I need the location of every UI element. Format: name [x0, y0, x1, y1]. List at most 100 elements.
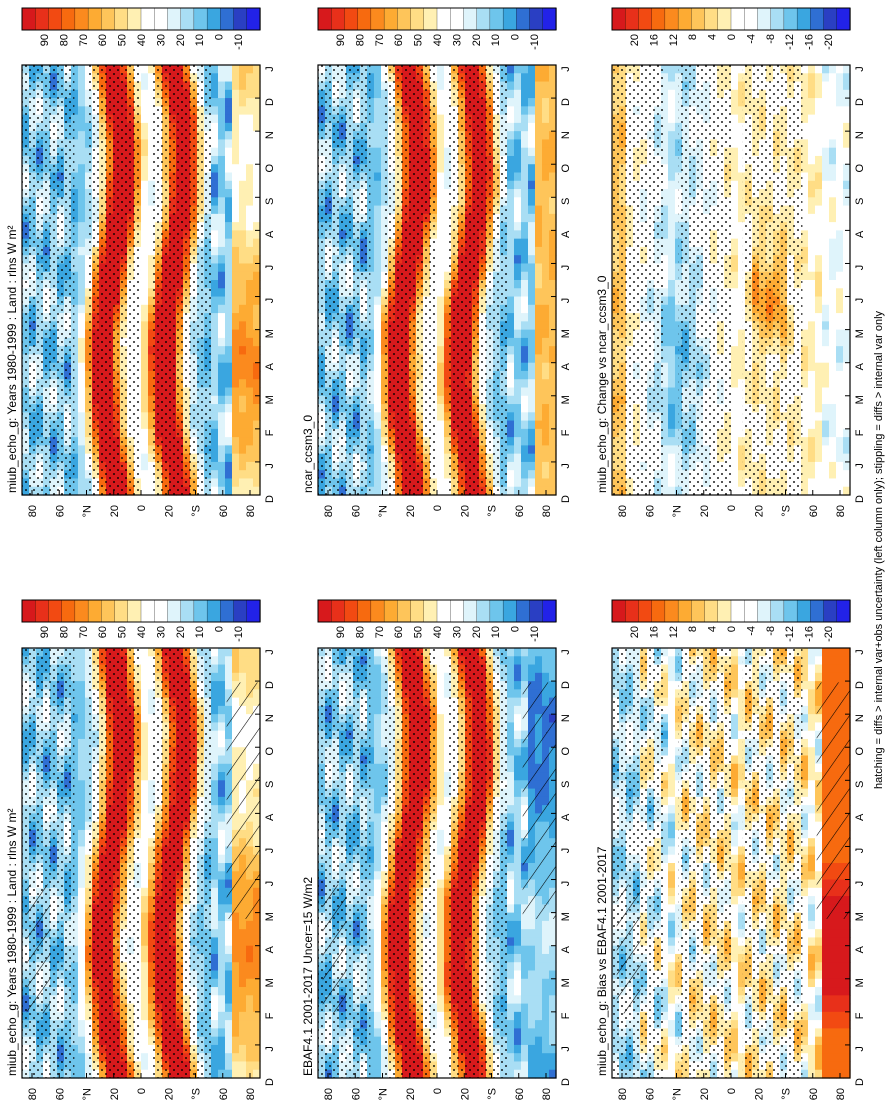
month-tick-label: M — [264, 978, 276, 987]
heatmap-cell — [78, 98, 86, 107]
heatmap-cell — [141, 106, 149, 115]
month-tick-label: J — [264, 265, 276, 271]
heatmap-cell — [78, 73, 86, 82]
heatmap-cell — [78, 346, 86, 355]
colorbar-label: 30 — [155, 34, 167, 46]
colorbar-label: 50 — [117, 626, 129, 638]
heatmap-cell — [246, 656, 254, 665]
heatmap-cell — [232, 388, 240, 397]
heatmap-cell — [225, 305, 233, 314]
heatmap-cell — [239, 247, 247, 256]
heatmap-cell — [246, 330, 254, 339]
heatmap-cell — [225, 98, 233, 107]
heatmap-cell — [225, 937, 233, 946]
heatmap-cell — [437, 772, 445, 781]
heatmap-cell — [374, 1070, 382, 1079]
heatmap-cell — [232, 197, 240, 206]
heatmap-cell — [78, 148, 86, 157]
heatmap-cell — [225, 272, 233, 281]
heatmap-cell — [239, 73, 247, 82]
heatmap-cell — [218, 139, 226, 148]
heatmap-cell — [141, 855, 149, 864]
heatmap-cell — [225, 1045, 233, 1054]
heatmap-cell — [141, 478, 149, 487]
heatmap-cell — [239, 987, 247, 996]
heatmap-cell — [141, 131, 149, 140]
colorbar-swatch — [128, 8, 142, 30]
heatmap-cell — [218, 396, 226, 405]
heatmap-cell — [246, 305, 254, 314]
colorbar-swatch — [35, 600, 49, 622]
heatmap-cell — [437, 797, 445, 806]
stippling-south-tropics — [153, 65, 213, 495]
heatmap-cell — [141, 487, 149, 496]
heatmap-cell — [374, 656, 382, 665]
heatmap-cell — [218, 921, 226, 930]
heatmap-cell — [141, 1061, 149, 1070]
heatmap-cell — [246, 90, 254, 99]
heatmap-cell — [232, 346, 240, 355]
heatmap-cell — [141, 913, 149, 922]
heatmap-cell — [218, 904, 226, 913]
heatmap-cell — [78, 962, 86, 971]
lat-tick-label: 80 — [245, 1088, 257, 1100]
heatmap-cell — [218, 706, 226, 715]
heatmap-cell — [232, 412, 240, 421]
heatmap-cell — [218, 313, 226, 322]
heatmap-cell — [141, 90, 149, 99]
heatmap-cell — [246, 272, 254, 281]
heatmap-cell — [218, 164, 226, 173]
heatmap-cell — [78, 354, 86, 363]
heatmap-cell — [141, 929, 149, 938]
heatmap-cell — [218, 288, 226, 297]
colorbar-swatch — [234, 600, 248, 622]
heatmap-cell — [218, 371, 226, 380]
heatmap-cell — [437, 756, 445, 765]
heatmap-cell — [78, 214, 86, 223]
heatmap-cell — [246, 148, 254, 157]
heatmap-cell — [141, 421, 149, 430]
lat-tick-label: °S — [191, 1088, 203, 1100]
heatmap-cell — [141, 379, 149, 388]
heatmap-cell — [246, 65, 254, 74]
heatmap-cell — [141, 462, 149, 471]
heatmap-cell — [141, 714, 149, 723]
heatmap-cell — [232, 173, 240, 182]
heatmap-cell — [246, 214, 254, 223]
heatmap-cell — [141, 681, 149, 690]
heatmap-cell — [141, 404, 149, 413]
colorbar-swatch — [75, 600, 89, 622]
heatmap-cell — [232, 1053, 240, 1062]
heatmap-cell — [225, 445, 233, 454]
heatmap-cell — [141, 206, 149, 215]
heatmap-cell — [141, 1004, 149, 1013]
heatmap-cell — [218, 379, 226, 388]
heatmap-cell — [232, 98, 240, 107]
heatmap-cell — [437, 731, 445, 740]
heatmap-cell — [437, 789, 445, 798]
heatmap-cell — [437, 714, 445, 723]
heatmap-cell — [374, 979, 382, 988]
heatmap-cell — [239, 338, 247, 347]
heatmap-cell — [239, 665, 247, 674]
stippling-north — [22, 65, 74, 495]
heatmap-cell — [232, 929, 240, 938]
heatmap-cell — [141, 1070, 149, 1079]
heatmap-cell — [374, 698, 382, 707]
heatmap-cell — [218, 913, 226, 922]
heatmap-cell — [218, 665, 226, 674]
heatmap-cell — [232, 139, 240, 148]
heatmap-cell — [437, 706, 445, 715]
heatmap-cell — [218, 470, 226, 479]
heatmap-cell — [141, 904, 149, 913]
heatmap-cell — [232, 65, 240, 74]
heatmap-cell — [232, 971, 240, 980]
heatmap-cell — [374, 954, 382, 963]
heatmap-cell — [374, 838, 382, 847]
heatmap-cell — [218, 698, 226, 707]
colorbar-swatch — [75, 8, 89, 30]
heatmap-cell — [141, 429, 149, 438]
heatmap-cell — [218, 65, 226, 74]
heatmap-cell — [78, 739, 86, 748]
heatmap-cell — [232, 156, 240, 165]
